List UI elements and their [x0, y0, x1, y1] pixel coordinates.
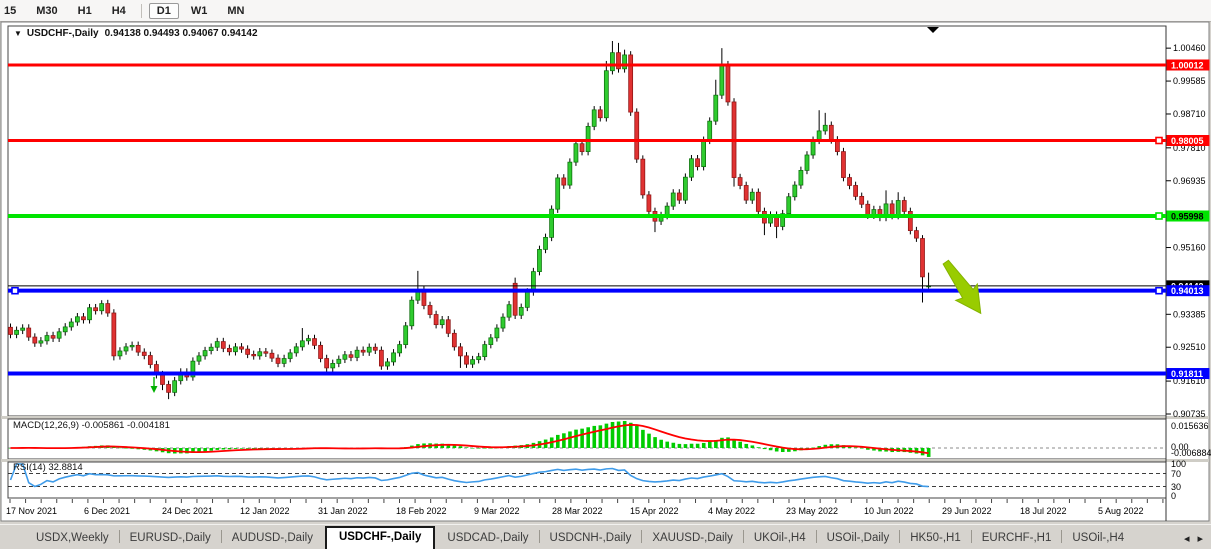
- svg-text:9 Mar 2022: 9 Mar 2022: [474, 506, 520, 516]
- tab-usdcnh-daily[interactable]: USDCNH-,Daily: [549, 532, 632, 544]
- timeframe-toolbar: 15 M30 H1 H4 D1 W1 MN: [0, 0, 1211, 22]
- svg-text:18 Jul 2022: 18 Jul 2022: [1020, 506, 1067, 516]
- down-arrow-object[interactable]: [935, 255, 993, 321]
- svg-text:23 May 2022: 23 May 2022: [786, 506, 838, 516]
- svg-text:12 Jan 2022: 12 Jan 2022: [240, 506, 290, 516]
- svg-text:0.95160: 0.95160: [1173, 243, 1206, 253]
- svg-text:0.98005: 0.98005: [1171, 136, 1204, 146]
- line-handle[interactable]: [11, 286, 19, 295]
- svg-text:15 Apr 2022: 15 Apr 2022: [630, 506, 679, 516]
- svg-text:30: 30: [1171, 482, 1181, 492]
- svg-text:6 Dec 2021: 6 Dec 2021: [84, 506, 130, 516]
- svg-text:28 Mar 2022: 28 Mar 2022: [552, 506, 603, 516]
- line-handle[interactable]: [1155, 286, 1163, 295]
- tab-divider: [538, 530, 540, 543]
- tab-scroll-controls: ◂ ▸: [1176, 532, 1211, 549]
- timeframe-button-M30[interactable]: M30: [36, 4, 58, 17]
- tab-divider: [118, 530, 120, 543]
- timeframe-button-W1[interactable]: W1: [190, 4, 208, 17]
- svg-text:0.97810: 0.97810: [1173, 143, 1206, 153]
- price-badge-1.00012: 1.00012: [1166, 59, 1210, 71]
- svg-text:31 Jan 2022: 31 Jan 2022: [318, 506, 368, 516]
- price-axis: 1.00460 0.99585 0.98710 0.97810 0.96935 0.951…: [1166, 43, 1206, 419]
- svg-text:24 Dec 2021: 24 Dec 2021: [162, 506, 213, 516]
- svg-text:70: 70: [1171, 469, 1181, 479]
- tab-audusd-daily[interactable]: AUDUSD-,Daily: [231, 532, 313, 544]
- tab-divider: [899, 530, 901, 543]
- tab-divider: [1061, 530, 1063, 543]
- sell-arrow-marker[interactable]: [150, 377, 158, 393]
- svg-text:0.96935: 0.96935: [1173, 176, 1206, 186]
- svg-text:0.91811: 0.91811: [1171, 369, 1203, 379]
- price-badge-0.98005: 0.98005: [1166, 135, 1210, 147]
- rsi-line: [9, 463, 929, 488]
- tab-usdcad-daily[interactable]: USDCAD-,Daily: [447, 532, 529, 544]
- tab-divider: [220, 530, 222, 543]
- svg-text:5 Aug 2022: 5 Aug 2022: [1098, 506, 1144, 516]
- tab-eurusd-daily[interactable]: EURUSD-,Daily: [129, 532, 211, 544]
- svg-text:0.95998: 0.95998: [1171, 212, 1204, 222]
- pane-splitter[interactable]: [1, 459, 1209, 462]
- svg-text:0.00: 0.00: [1171, 442, 1189, 452]
- price-badge-0.91811: 0.91811: [1166, 368, 1210, 380]
- time-axis: 17 Nov 2021 6 Dec 2021 24 Dec 2021 12 Jan 2…: [6, 499, 1164, 516]
- svg-text:0.91610: 0.91610: [1173, 376, 1206, 386]
- toolbar-divider: [140, 3, 142, 18]
- line-handle[interactable]: [1155, 136, 1163, 145]
- svg-text:10 Jun 2022: 10 Jun 2022: [864, 506, 914, 516]
- scroll-to-end-marker[interactable]: [927, 27, 939, 33]
- tab-scroll-left-icon[interactable]: ◂: [1183, 533, 1190, 545]
- tab-divider: [742, 530, 744, 543]
- tab-xauusd-daily[interactable]: XAUUSD-,Daily: [652, 532, 733, 544]
- tab-usdchf-daily[interactable]: USDCHF-,Daily: [324, 526, 436, 549]
- svg-text:-0.006884: -0.006884: [1171, 448, 1211, 458]
- tab-divider: [970, 530, 972, 543]
- timeframe-button-H1[interactable]: H1: [77, 4, 92, 17]
- price-badge-0.94013: 0.94013: [1166, 285, 1210, 297]
- macd-axis: 0.015636 0.00-0.006884: [1171, 421, 1211, 458]
- tab-usoil-daily[interactable]: USOil-,Daily: [826, 532, 890, 544]
- svg-text:0.92510: 0.92510: [1173, 342, 1206, 352]
- symbol-tab-bar: USDX,Weekly EURUSD-,Daily AUDUSD-,Daily USD…: [0, 524, 1211, 549]
- line-handle[interactable]: [1155, 212, 1163, 220]
- pane-splitter[interactable]: [1, 416, 1209, 419]
- tab-hk50-h1[interactable]: HK50-,H1: [910, 532, 961, 544]
- tab-ukoil-h4[interactable]: UKOil-,H4: [753, 532, 806, 544]
- svg-text:1.00012: 1.00012: [1171, 61, 1204, 71]
- support-line-0.95998[interactable]: [8, 212, 1166, 220]
- rsi-pane[interactable]: [7, 461, 1167, 499]
- svg-text:0.98710: 0.98710: [1173, 109, 1206, 119]
- tab-scroll-right-icon[interactable]: ▸: [1197, 533, 1203, 545]
- tab-divider: [815, 530, 817, 543]
- svg-text:100: 100: [1171, 459, 1186, 469]
- svg-text:0.015636: 0.015636: [1171, 421, 1209, 431]
- resistance-line-0.98005[interactable]: [8, 136, 1166, 145]
- svg-text:1.00460: 1.00460: [1173, 43, 1206, 53]
- rsi-levels: [8, 473, 1166, 487]
- timeframe-button-H4[interactable]: H4: [111, 4, 126, 17]
- svg-text:0.99585: 0.99585: [1173, 76, 1206, 86]
- tab-usdx-weekly[interactable]: USDX,Weekly: [36, 532, 109, 544]
- svg-text:0.94013: 0.94013: [1171, 286, 1204, 296]
- symbol-tabs: USDX,Weekly EURUSD-,Daily AUDUSD-,Daily USD…: [0, 525, 1176, 549]
- svg-text:17 Nov 2021: 17 Nov 2021: [6, 506, 57, 516]
- timeframe-button-MN[interactable]: MN: [227, 4, 245, 17]
- main-chart-canvas[interactable]: [7, 25, 1167, 417]
- timeframe-button-D1[interactable]: D1: [148, 2, 179, 19]
- svg-text:18 Feb 2022: 18 Feb 2022: [396, 506, 447, 516]
- svg-text:0.90735: 0.90735: [1173, 409, 1206, 419]
- timeframe-button-15[interactable]: 15: [4, 4, 17, 17]
- tab-usoil-h4[interactable]: USOil-,H4: [1072, 532, 1125, 544]
- price-badge-0.95998: 0.95998: [1166, 210, 1210, 222]
- svg-text:0: 0: [1171, 491, 1176, 501]
- macd-signal-line: [10, 423, 929, 455]
- svg-text:4 May 2022: 4 May 2022: [708, 506, 755, 516]
- tab-eurchf-h1[interactable]: EURCHF-,H1: [981, 532, 1052, 544]
- svg-text:29 Jun 2022: 29 Jun 2022: [942, 506, 992, 516]
- tab-divider: [641, 530, 643, 543]
- svg-text:0.93385: 0.93385: [1173, 309, 1206, 319]
